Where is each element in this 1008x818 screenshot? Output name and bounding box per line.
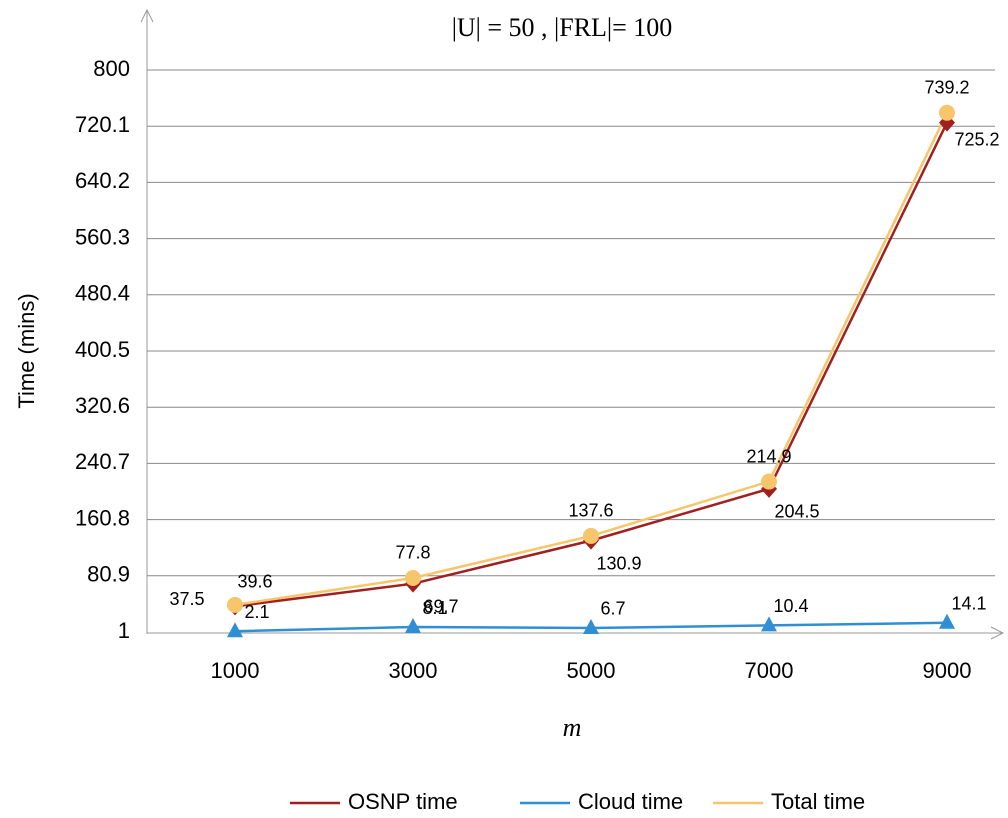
chart-title: |U| = 50 , |FRL|= 100 — [452, 13, 673, 42]
data-label: 204.5 — [774, 502, 819, 522]
y-tick-label: 480.4 — [75, 281, 130, 306]
data-label: 739.2 — [924, 78, 969, 98]
y-tick-label: 80.9 — [87, 562, 130, 587]
data-label: 8.1 — [422, 598, 447, 618]
data-label: 10.4 — [773, 596, 808, 616]
point-marker — [227, 596, 243, 613]
y-tick-label: 240.7 — [75, 449, 130, 474]
point-marker — [583, 527, 599, 544]
point-marker — [939, 104, 955, 121]
x-tick-label: 3000 — [389, 658, 438, 683]
y-axis-arrow — [140, 8, 154, 23]
x-axis-label: m — [563, 713, 582, 742]
x-tick-label: 1000 — [211, 658, 260, 683]
data-label: 2.1 — [244, 602, 269, 622]
data-label: 137.6 — [568, 501, 613, 521]
legend-label: Total time — [771, 789, 865, 814]
data-label: 214.9 — [746, 446, 791, 466]
data-label: 725.2 — [954, 129, 999, 149]
data-label: 39.6 — [237, 572, 272, 592]
y-axis-label: Time (mins) — [14, 293, 39, 408]
y-tick-label: 320.6 — [75, 393, 130, 418]
y-tick-label: 160.8 — [75, 505, 130, 530]
y-tick-label: 400.5 — [75, 337, 130, 362]
data-label: 69.7 — [423, 596, 458, 616]
x-tick-label: 9000 — [923, 658, 972, 683]
point-marker — [939, 613, 955, 629]
point-marker — [761, 473, 777, 490]
x-tick-label: 7000 — [745, 658, 794, 683]
data-label: 14.1 — [951, 594, 986, 614]
point-marker — [227, 622, 243, 638]
point-marker — [405, 569, 421, 586]
point-marker — [405, 618, 421, 634]
data-label: 130.9 — [596, 553, 641, 573]
y-tick-label: 1 — [118, 618, 130, 643]
legend-label: OSNP time — [348, 789, 458, 814]
x-tick-label: 5000 — [567, 658, 616, 683]
point-marker — [583, 618, 599, 634]
y-tick-label: 720.1 — [75, 112, 130, 137]
y-tick-label: 560.3 — [75, 224, 130, 249]
data-label: 6.7 — [600, 599, 625, 619]
data-label: 37.5 — [169, 589, 204, 609]
y-tick-label: 800 — [93, 56, 130, 81]
x-axis-arrow — [990, 626, 1005, 640]
legend-label: Cloud time — [578, 789, 683, 814]
data-label: 77.8 — [395, 543, 430, 563]
y-tick-label: 640.2 — [75, 168, 130, 193]
point-marker — [761, 616, 777, 632]
